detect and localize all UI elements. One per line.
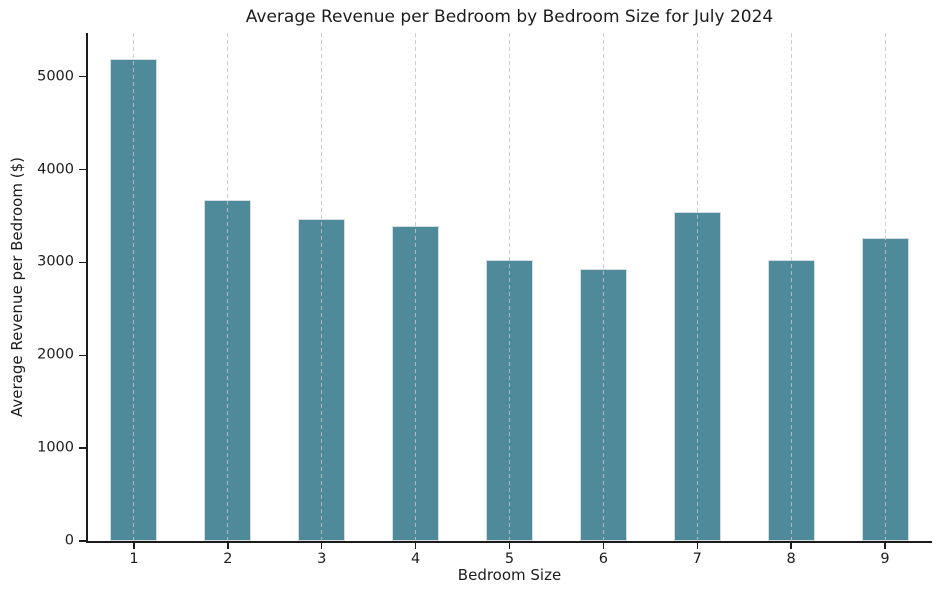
x-tick-label-6: 6 (598, 551, 608, 567)
y-tick-5000 (79, 75, 86, 78)
plot-area: 1 2 3 4 5 6 7 8 9 0 1000 2000 3000 4000 5000 (37, 33, 932, 566)
y-axis-label-wrap: Average Revenue per Bedroom ($) (4, 33, 30, 541)
y-axis-label: Average Revenue per Bedroom ($) (8, 156, 26, 417)
gridline-x-8 (790, 33, 792, 541)
y-tick-3000 (79, 261, 86, 264)
x-axis-label: Bedroom Size (457, 566, 562, 584)
y-tick-4000 (79, 168, 86, 171)
x-tick-label-5: 5 (504, 551, 515, 567)
x-tick-7 (696, 542, 699, 549)
gridline-x-5 (509, 33, 510, 541)
x-tick-label-7: 7 (692, 551, 702, 567)
x-tick-4 (414, 542, 417, 549)
x-tick-label-3: 3 (317, 551, 327, 567)
x-tick-6 (602, 542, 605, 549)
gridline-x-6 (602, 33, 604, 541)
gridline-x-4 (415, 33, 417, 541)
y-tick-label-1000: 1000 (37, 439, 74, 456)
x-tick-3 (320, 542, 323, 549)
y-tick-1000 (79, 447, 86, 449)
x-tick-2 (227, 542, 229, 549)
gridline-x-1 (133, 33, 135, 541)
gridline-x-3 (321, 33, 323, 541)
gridline-x-7 (696, 33, 698, 541)
y-tick-0 (79, 540, 86, 542)
x-axis-spine (86, 541, 932, 543)
y-tick-2000 (79, 354, 86, 356)
x-tick-label-9: 9 (880, 551, 890, 567)
x-tick-label-4: 4 (410, 551, 421, 567)
x-tick-label-1: 1 (129, 551, 139, 567)
y-axis-spine (86, 33, 88, 542)
x-tick-1 (133, 542, 135, 549)
x-tick-8 (790, 542, 792, 549)
gridline-x-9 (884, 33, 886, 541)
y-tick-label-2000: 2000 (37, 346, 74, 363)
chart-title: Average Revenue per Bedroom by Bedroom S… (245, 7, 774, 27)
y-tick-label-4000: 4000 (37, 160, 74, 177)
y-tick-label-0: 0 (64, 532, 74, 549)
y-tick-label-3000: 3000 (37, 253, 74, 270)
x-tick-5 (508, 542, 511, 549)
x-tick-label-8: 8 (786, 551, 796, 567)
x-tick-9 (884, 542, 886, 549)
gridline-x-2 (227, 33, 229, 541)
x-tick-label-2: 2 (223, 551, 233, 567)
y-tick-label-5000: 5000 (37, 68, 74, 85)
